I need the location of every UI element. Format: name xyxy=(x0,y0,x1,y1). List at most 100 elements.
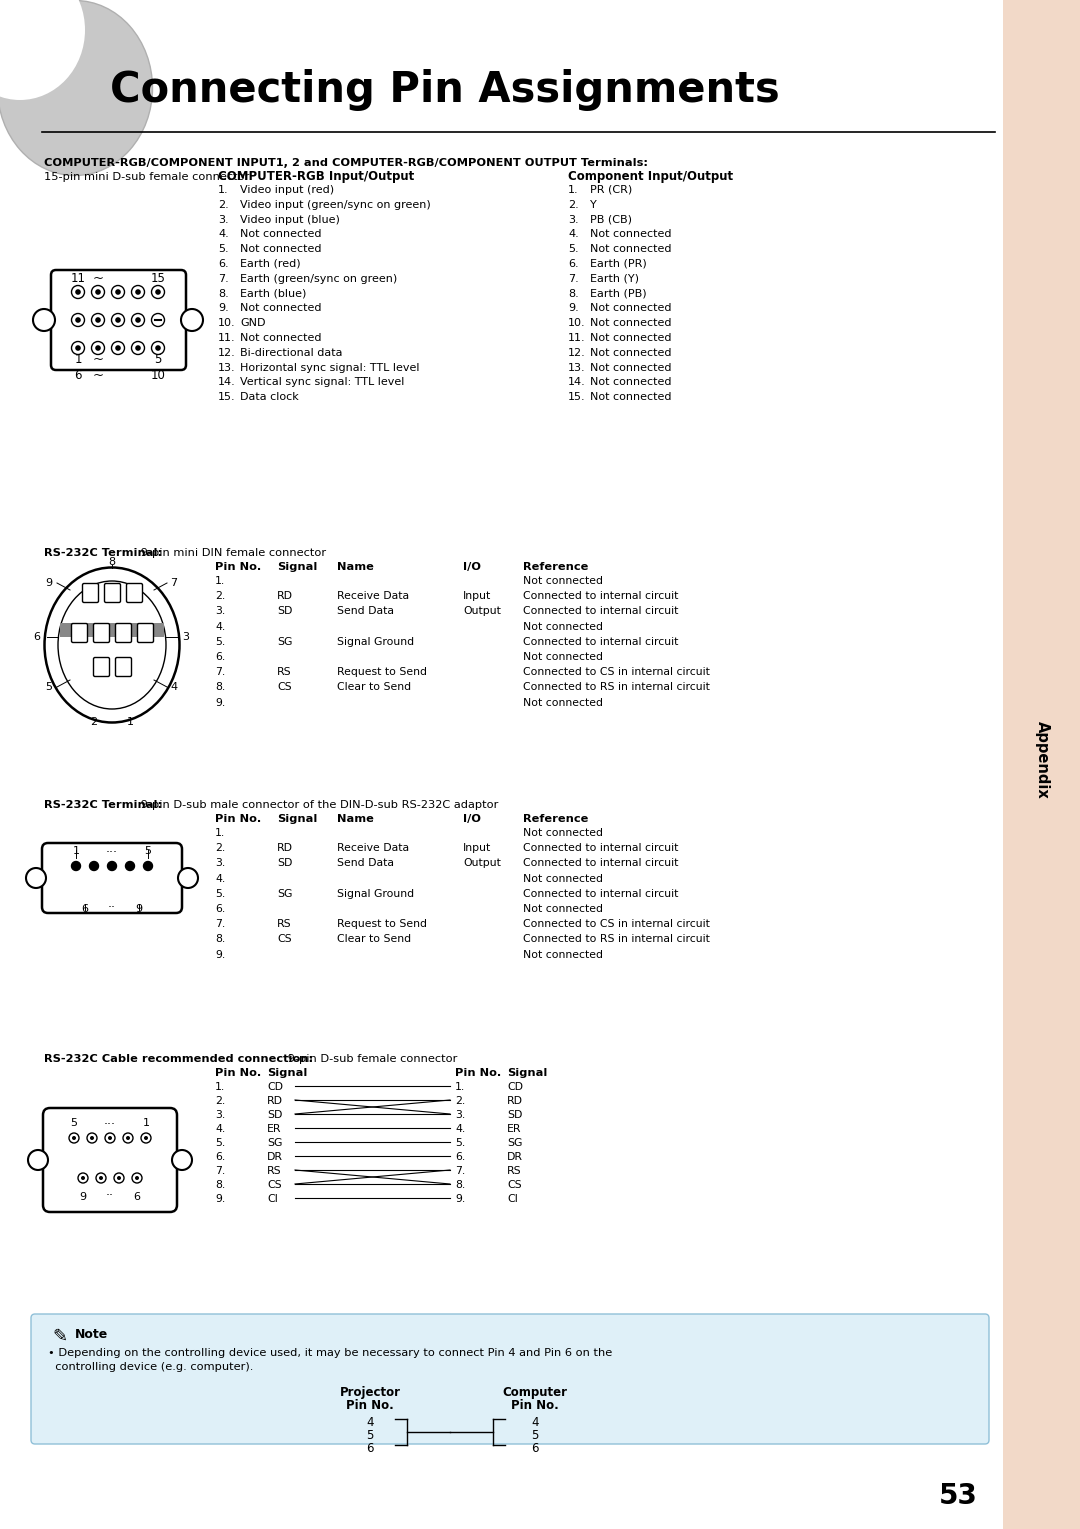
Text: CS: CS xyxy=(276,934,292,945)
FancyBboxPatch shape xyxy=(51,271,186,370)
Text: Connected to RS in internal circuit: Connected to RS in internal circuit xyxy=(523,682,710,693)
Text: Not connected: Not connected xyxy=(590,303,672,313)
Text: 8.: 8. xyxy=(218,289,229,298)
Circle shape xyxy=(108,861,117,870)
Text: Connected to internal circuit: Connected to internal circuit xyxy=(523,607,678,616)
Text: Not connected: Not connected xyxy=(523,697,603,708)
Text: 5.: 5. xyxy=(215,636,226,647)
Circle shape xyxy=(95,317,100,323)
Text: 7.: 7. xyxy=(568,274,579,284)
Text: 2.: 2. xyxy=(218,200,229,209)
Circle shape xyxy=(144,861,152,870)
Text: 8.: 8. xyxy=(455,1180,465,1190)
FancyBboxPatch shape xyxy=(42,842,183,913)
Text: SD: SD xyxy=(276,607,293,616)
Text: Pin No.: Pin No. xyxy=(346,1399,394,1411)
Text: SD: SD xyxy=(276,858,293,868)
Text: • Depending on the controlling device used, it may be necessary to connect Pin 4: • Depending on the controlling device us… xyxy=(48,1349,612,1358)
Text: ER: ER xyxy=(267,1124,282,1135)
Text: ···: ··· xyxy=(104,1118,116,1131)
Text: controlling device (e.g. computer).: controlling device (e.g. computer). xyxy=(48,1362,254,1372)
Text: Signal Ground: Signal Ground xyxy=(337,636,414,647)
Text: PR (CR): PR (CR) xyxy=(590,185,632,196)
Circle shape xyxy=(135,289,140,295)
Text: Pin No.: Pin No. xyxy=(215,1067,261,1078)
Text: Input: Input xyxy=(463,842,491,853)
Text: 4.: 4. xyxy=(455,1124,465,1135)
Text: Send Data: Send Data xyxy=(337,858,394,868)
Circle shape xyxy=(111,341,124,355)
Text: 5: 5 xyxy=(531,1430,539,1442)
Text: 6.: 6. xyxy=(215,1151,226,1162)
Text: Bi-directional data: Bi-directional data xyxy=(240,347,342,358)
Circle shape xyxy=(90,1136,94,1141)
Text: 8: 8 xyxy=(108,557,116,567)
Text: 9.: 9. xyxy=(218,303,229,313)
Text: Not connected: Not connected xyxy=(240,229,322,240)
Text: 5.: 5. xyxy=(218,245,229,254)
Text: Not connected: Not connected xyxy=(523,829,603,838)
Text: 1.: 1. xyxy=(215,576,226,586)
Text: 6: 6 xyxy=(81,904,89,914)
Text: Pin No.: Pin No. xyxy=(455,1067,501,1078)
Text: ~: ~ xyxy=(93,272,104,284)
Text: Earth (blue): Earth (blue) xyxy=(240,289,307,298)
Circle shape xyxy=(71,341,84,355)
Text: 9: 9 xyxy=(45,578,52,589)
Circle shape xyxy=(81,1176,85,1180)
Text: 3.: 3. xyxy=(218,214,229,225)
Text: Appendix: Appendix xyxy=(1035,722,1050,798)
Text: ✎: ✎ xyxy=(52,1329,67,1346)
Polygon shape xyxy=(60,622,164,638)
Text: PB (CB): PB (CB) xyxy=(590,214,632,225)
Circle shape xyxy=(178,868,198,888)
Text: 9.: 9. xyxy=(455,1194,465,1203)
Text: COMPUTER-RGB Input/Output: COMPUTER-RGB Input/Output xyxy=(218,170,415,183)
Circle shape xyxy=(69,1133,79,1144)
Text: 6: 6 xyxy=(134,1193,140,1202)
Text: 4.: 4. xyxy=(215,1124,226,1135)
Text: SD: SD xyxy=(267,1110,282,1121)
Circle shape xyxy=(151,313,164,327)
Circle shape xyxy=(135,1176,139,1180)
Text: Connected to internal circuit: Connected to internal circuit xyxy=(523,842,678,853)
Circle shape xyxy=(90,861,98,870)
Circle shape xyxy=(26,868,46,888)
Text: 10.: 10. xyxy=(218,318,235,329)
Circle shape xyxy=(181,309,203,330)
Text: 10.: 10. xyxy=(568,318,585,329)
Text: Not connected: Not connected xyxy=(590,318,672,329)
Text: DR: DR xyxy=(267,1151,283,1162)
Text: Signal: Signal xyxy=(276,813,318,824)
Text: Reference: Reference xyxy=(523,563,589,572)
Circle shape xyxy=(111,313,124,327)
Text: 3: 3 xyxy=(183,631,189,642)
Circle shape xyxy=(28,1150,48,1170)
Circle shape xyxy=(108,1136,112,1141)
Text: 6: 6 xyxy=(366,1442,374,1456)
Text: 7: 7 xyxy=(170,578,177,589)
Text: 6.: 6. xyxy=(215,651,226,662)
Text: Name: Name xyxy=(337,563,374,572)
Text: RS: RS xyxy=(276,667,292,677)
Text: Output: Output xyxy=(463,607,501,616)
Text: RD: RD xyxy=(507,1096,523,1105)
Text: Not connected: Not connected xyxy=(590,378,672,387)
Text: Signal: Signal xyxy=(267,1067,308,1078)
Text: Send Data: Send Data xyxy=(337,607,394,616)
Text: RS-232C Terminal:: RS-232C Terminal: xyxy=(44,800,162,810)
Text: Not connected: Not connected xyxy=(590,347,672,358)
Circle shape xyxy=(116,289,121,295)
Text: Earth (PR): Earth (PR) xyxy=(590,258,647,269)
Text: Not connected: Not connected xyxy=(590,245,672,254)
Text: Not connected: Not connected xyxy=(523,576,603,586)
Text: 4.: 4. xyxy=(218,229,229,240)
Text: Video input (blue): Video input (blue) xyxy=(240,214,340,225)
Text: Not connected: Not connected xyxy=(240,303,322,313)
Circle shape xyxy=(71,286,84,298)
Text: 15: 15 xyxy=(150,272,165,284)
Circle shape xyxy=(123,1133,133,1144)
Text: 6: 6 xyxy=(531,1442,539,1456)
Text: Not connected: Not connected xyxy=(240,333,322,342)
Text: 11.: 11. xyxy=(568,333,585,342)
